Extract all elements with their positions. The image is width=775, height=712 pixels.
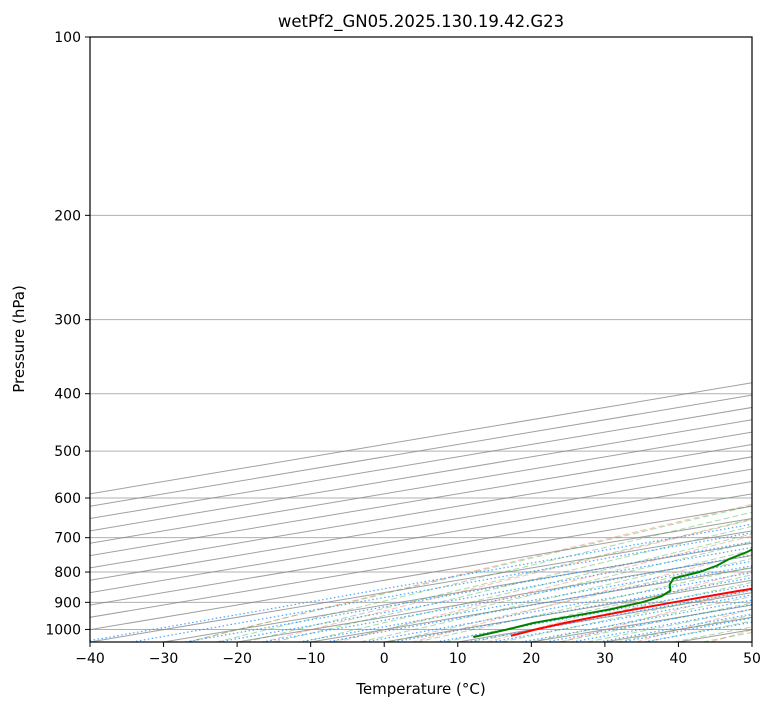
x-tick-label: −10 [296, 651, 326, 667]
x-tick-label: 50 [743, 651, 761, 667]
y-tick-label: 800 [54, 565, 81, 581]
x-tick-label: 20 [522, 651, 540, 667]
y-tick-label: 300 [54, 313, 81, 329]
y-axis-title: Pressure (hPa) [10, 285, 28, 393]
x-tick-label: 30 [596, 651, 614, 667]
y-tick-label: 500 [54, 444, 81, 460]
chart-title: wetPf2_GN05.2025.130.19.42.G23 [278, 12, 564, 32]
y-tick-label: 200 [54, 208, 81, 224]
x-axis-title: Temperature (°C) [355, 680, 485, 698]
x-tick-label: 40 [670, 651, 688, 667]
y-tick-label: 400 [54, 387, 81, 403]
x-tick-label: 10 [449, 651, 467, 667]
x-tick-label: −40 [75, 651, 105, 667]
x-tick-label: 0 [380, 651, 389, 667]
y-axis-ticks: 100 200 300 400 500 600 700 800 900 1000 [45, 30, 90, 638]
isotherm-line [752, 37, 775, 642]
y-tick-label: 900 [54, 595, 81, 611]
x-tick-label: −30 [149, 651, 179, 667]
x-axis-ticks: −40 −30 −20 −10 0 10 20 30 40 50 [75, 642, 761, 667]
y-tick-label: 1000 [45, 622, 81, 638]
y-tick-label: 600 [54, 491, 81, 507]
y-tick-label: 100 [54, 30, 81, 46]
y-tick-label: 700 [54, 531, 81, 547]
x-tick-label: −20 [222, 651, 252, 667]
